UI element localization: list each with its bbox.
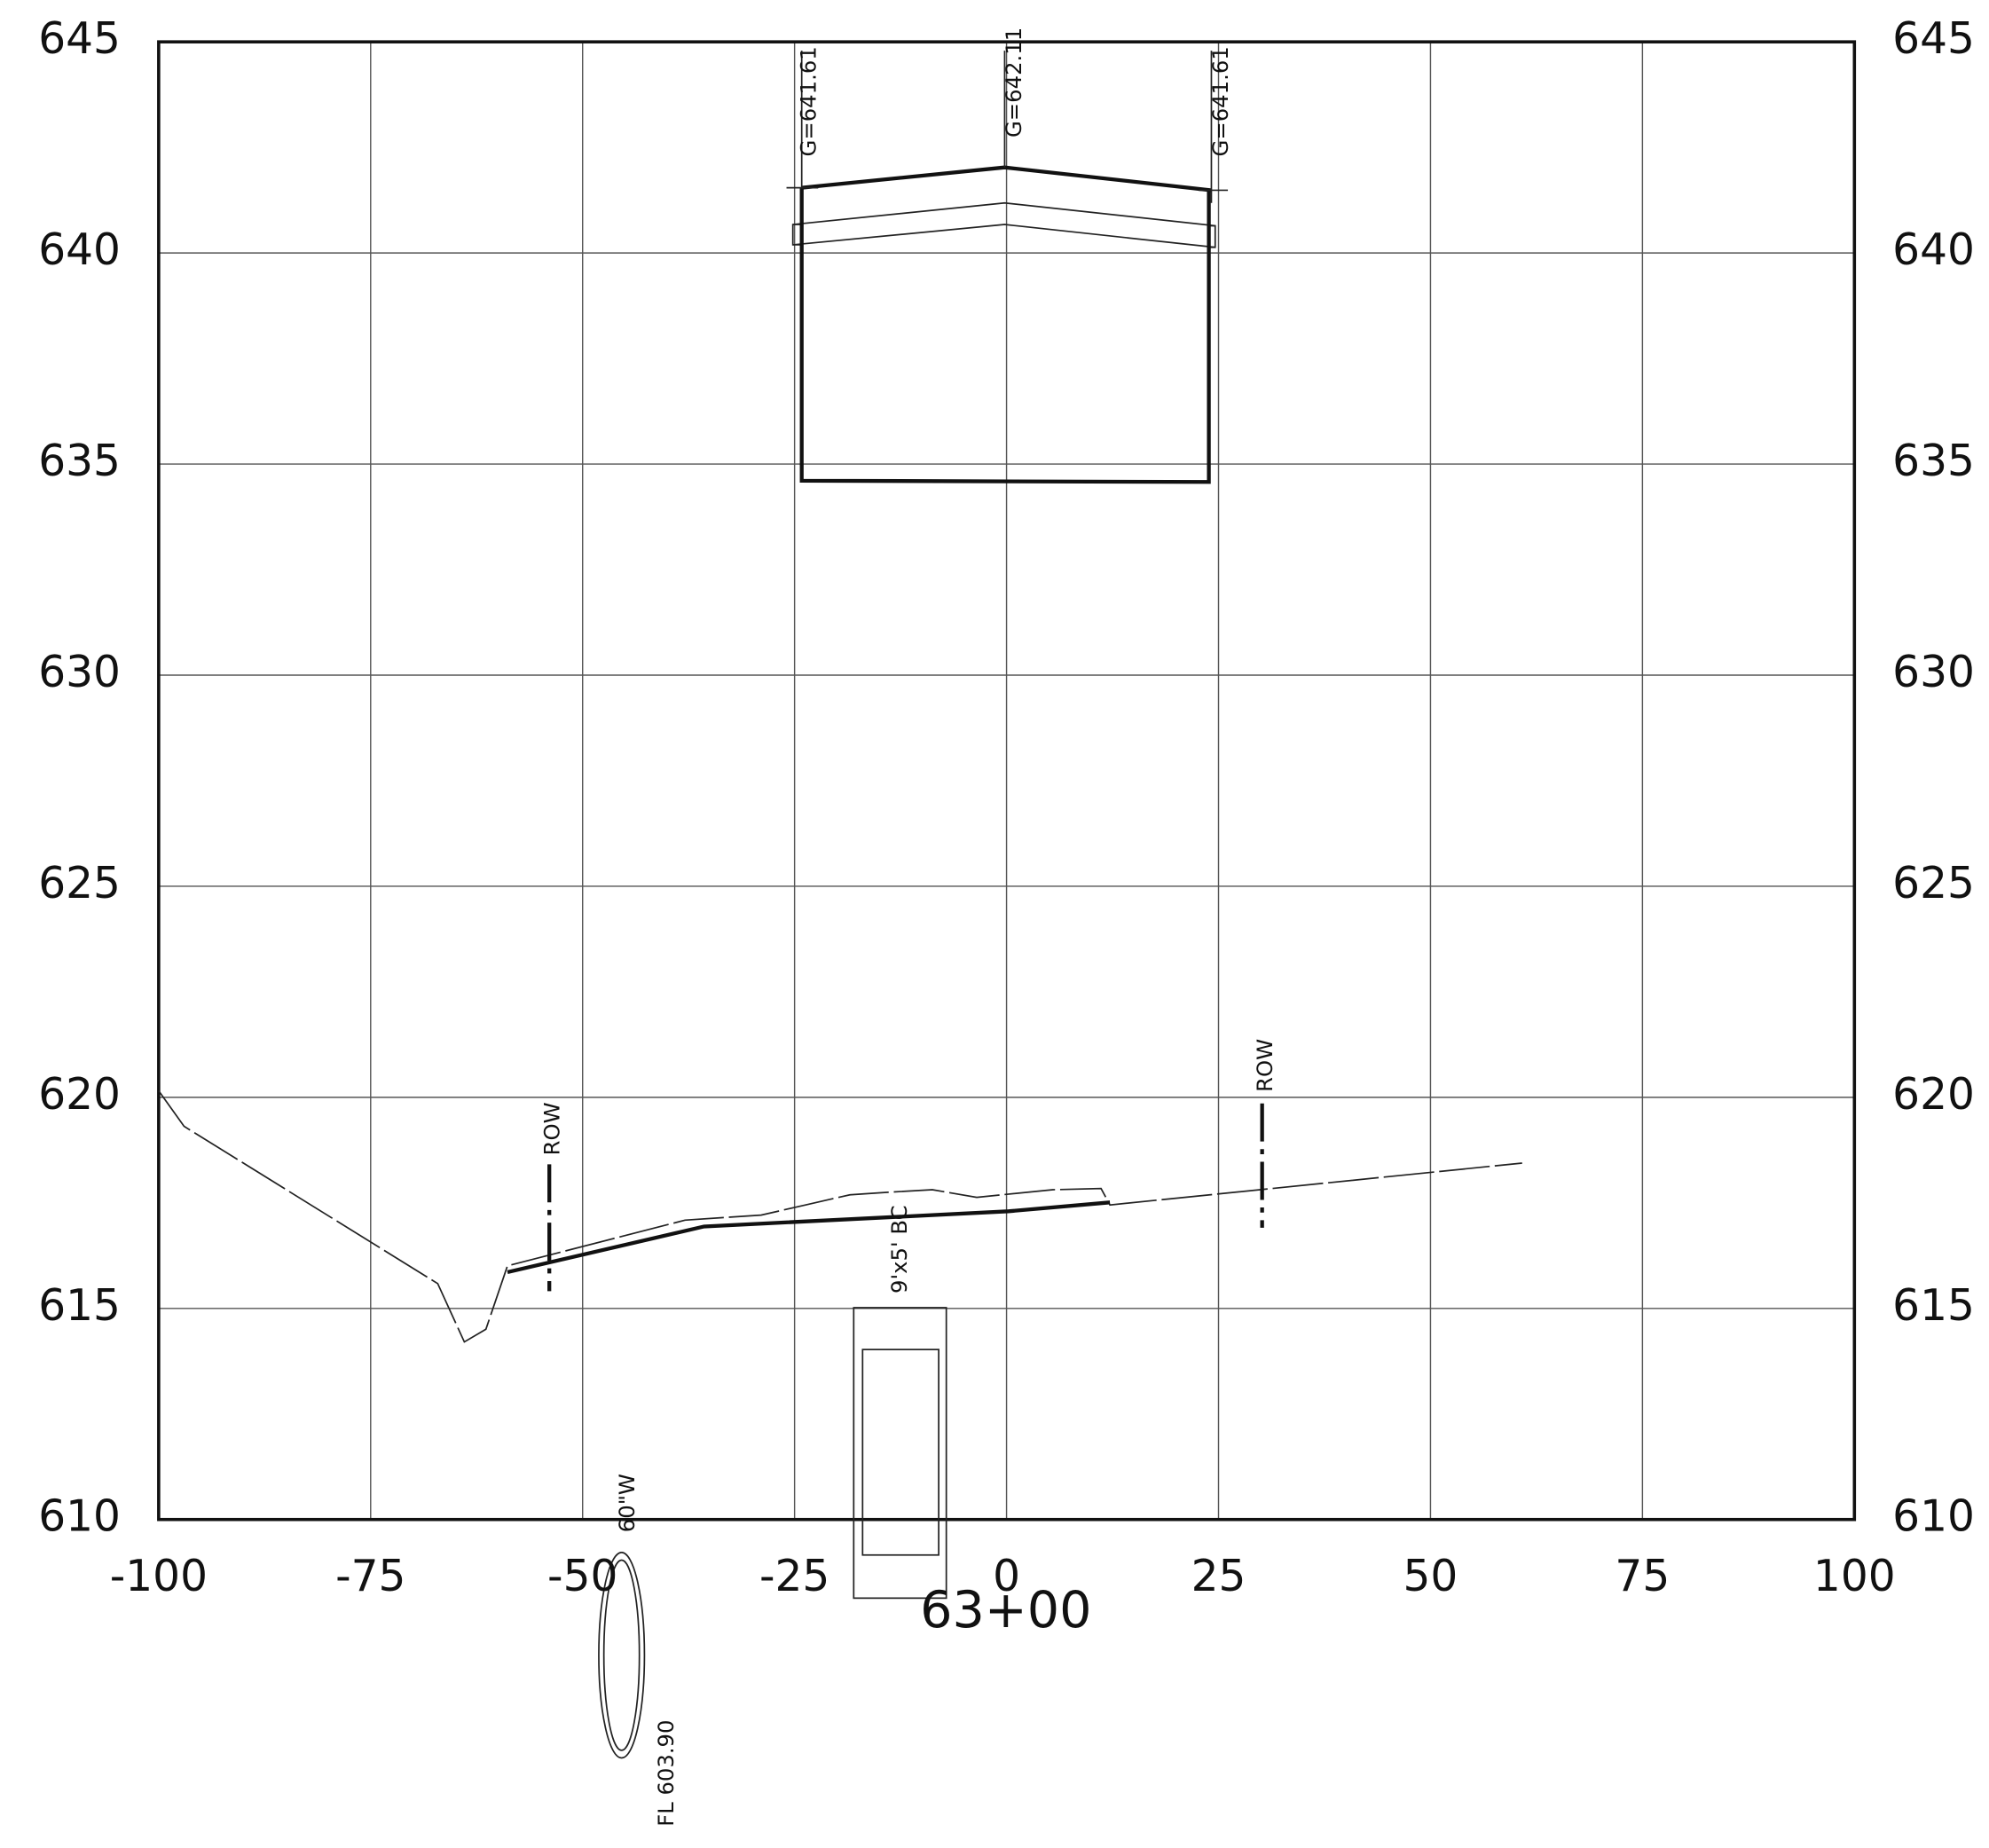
- pipe-inner: [602, 1559, 641, 1751]
- flowline-label: FL 603.90: [653, 1720, 679, 1827]
- layer-end: [791, 224, 802, 246]
- grade-label: G=641.61: [1207, 46, 1233, 156]
- proposed-grade: [507, 1200, 1111, 1275]
- x-tick-label: -100: [110, 1552, 208, 1601]
- y-tick-label: 630: [38, 648, 121, 697]
- y-tick-label: 645: [38, 14, 121, 64]
- y-tick-label: 620: [38, 1070, 121, 1120]
- x-tick-label: 100: [1813, 1552, 1896, 1601]
- grade-label: G=641.61: [795, 46, 821, 156]
- pavement-layer: [792, 201, 1215, 227]
- x-tick-label: -50: [547, 1552, 617, 1601]
- structure-outline: [799, 187, 1211, 484]
- x-tick-label: 50: [1403, 1552, 1458, 1601]
- pavement-layer: [792, 224, 1215, 248]
- y-tick-label: 620: [1892, 1070, 1975, 1120]
- y-tick-label: 645: [1892, 14, 1975, 64]
- y-tick-label: 615: [38, 1281, 121, 1331]
- x-tick-label: -75: [335, 1552, 405, 1601]
- station-label: 63+00: [920, 1581, 1091, 1640]
- y-tick-label: 625: [1892, 859, 1975, 908]
- grade-label: G=642.11: [1001, 28, 1026, 138]
- grid: [158, 41, 1856, 1521]
- existing-ground: [158, 1090, 1522, 1343]
- x-tick-label: 25: [1191, 1552, 1246, 1601]
- x-tick-label: 75: [1615, 1552, 1670, 1601]
- y-tick-label: 625: [38, 859, 121, 908]
- y-tick-label: 640: [1892, 225, 1975, 275]
- pipe-outer: [598, 1552, 646, 1759]
- y-tick-label: 635: [38, 436, 121, 486]
- x-tick-label: 0: [993, 1552, 1020, 1601]
- y-tick-label: 615: [1892, 1281, 1975, 1331]
- culvert-inner: [861, 1349, 939, 1556]
- y-tick-label: 635: [1892, 436, 1975, 486]
- layer-end: [1208, 224, 1216, 248]
- culvert-outer: [853, 1307, 947, 1600]
- row-label: ROW: [1252, 1039, 1278, 1092]
- y-tick-label: 630: [1892, 648, 1975, 697]
- row-label: ROW: [539, 1102, 564, 1155]
- y-tick-label: 640: [38, 225, 121, 275]
- y-tick-label: 610: [38, 1492, 121, 1542]
- frame: [157, 40, 1857, 1522]
- culvert-label: 9'x5' BC: [886, 1205, 912, 1294]
- x-tick-label: -25: [759, 1552, 829, 1601]
- y-tick-label: 610: [1892, 1492, 1975, 1542]
- pipe-label: 60"W: [614, 1474, 640, 1532]
